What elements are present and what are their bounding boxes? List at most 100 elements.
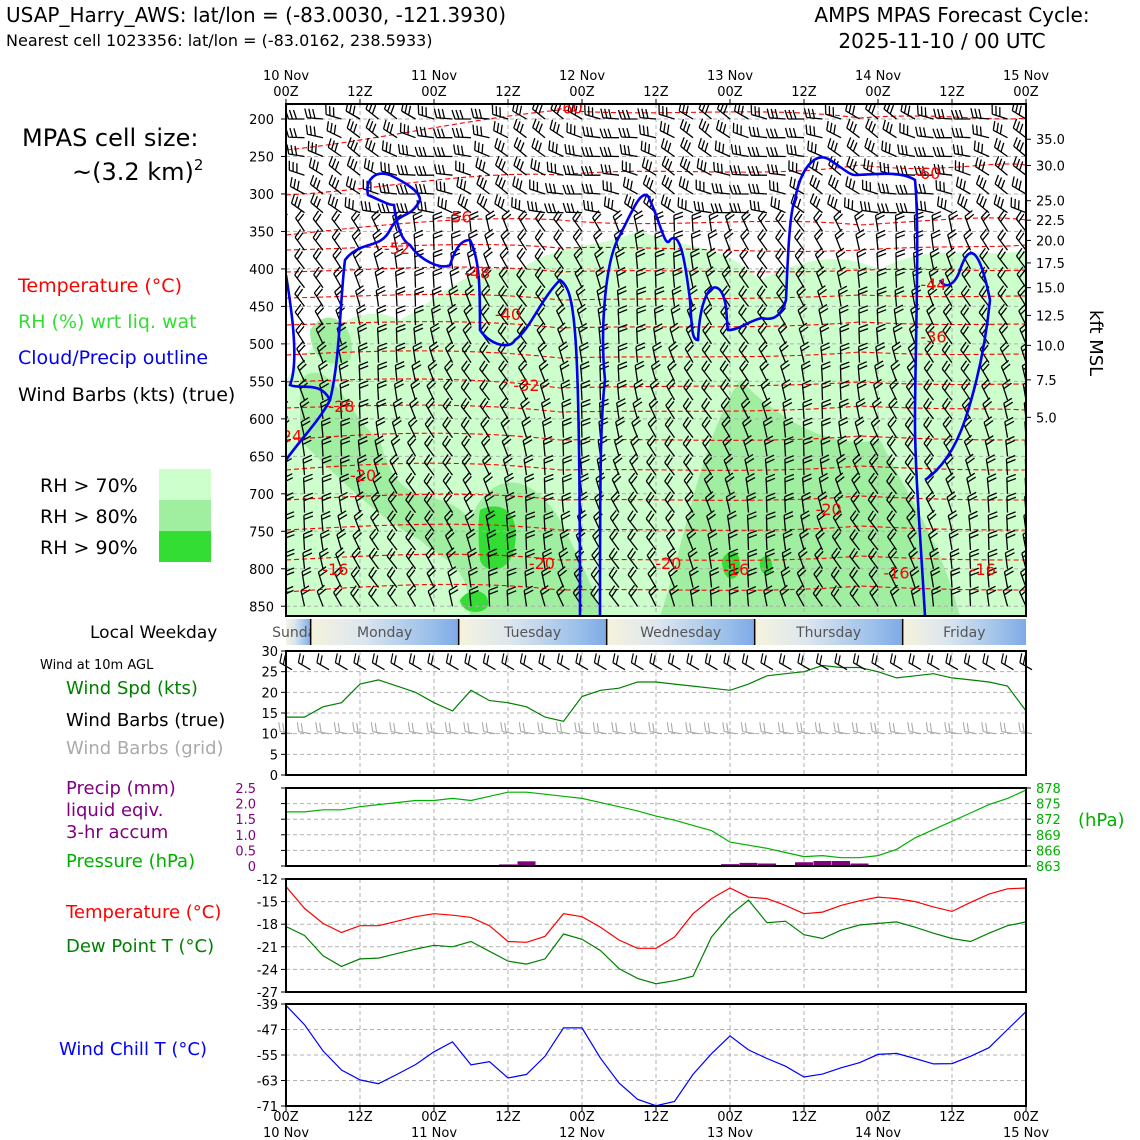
- wind-barb: [617, 342, 628, 363]
- surface-grid-barb: [629, 722, 644, 735]
- wind-barb: [432, 211, 443, 232]
- wind-barb: [852, 453, 862, 476]
- surface-grid-barb: [407, 722, 422, 735]
- wind-barb: [904, 472, 916, 495]
- precip-legend-1: Precip (mm): [66, 778, 176, 799]
- wind-barb: [405, 472, 417, 495]
- wind-barb: [407, 434, 417, 457]
- wind-barb: [756, 266, 768, 289]
- weekday-band: [286, 619, 311, 645]
- wind-barb: [831, 547, 842, 570]
- wind-barb: [739, 360, 750, 382]
- wind-barb: [455, 160, 472, 176]
- wind-barb: [286, 144, 305, 158]
- wind-barb: [297, 359, 307, 382]
- wind-barb: [876, 305, 887, 326]
- wind-barb: [300, 585, 311, 607]
- wind-barb: [375, 285, 386, 307]
- legend-cloud: Cloud/Precip outline: [18, 347, 208, 369]
- wind-barb: [562, 455, 573, 476]
- wind-barb: [516, 285, 528, 307]
- wind-barb: [448, 585, 459, 607]
- wind-barb: [646, 435, 657, 457]
- wind-barb: [999, 341, 1010, 363]
- wind-barb: [779, 584, 790, 607]
- wind-barb: [960, 285, 972, 307]
- wind-barb: [923, 379, 935, 401]
- wind-barb: [758, 341, 768, 363]
- cross-section-panel: -60 -60 -56 -52 -48 -44 -40 -36 -32 -28 -24 -20 -20 -…: [249, 69, 1106, 617]
- wind-barb: [414, 286, 425, 307]
- wind-barb: [475, 157, 490, 176]
- wind-barb: [678, 176, 694, 195]
- wind-barb: [486, 529, 497, 551]
- wind-barb: [961, 266, 972, 289]
- pressure-tick-label: 450: [249, 300, 274, 315]
- panel-y-tick-label: -47: [257, 1024, 278, 1039]
- isotherm-label: -32: [513, 376, 539, 395]
- wind-barb: [286, 324, 287, 326]
- wind-barb: [907, 528, 917, 551]
- wind-barb: [294, 229, 306, 251]
- wind-barb: [905, 491, 916, 513]
- wind-barb: [942, 416, 953, 438]
- wind-barb: [386, 547, 398, 570]
- wind-barb: [968, 510, 979, 532]
- precip-bar: [813, 861, 832, 866]
- wind-barb: [387, 491, 398, 513]
- wind-barb: [865, 118, 879, 139]
- wind-barb: [339, 379, 350, 401]
- wind-barb: [386, 529, 398, 551]
- kft-tick-label: 7.5: [1036, 374, 1057, 389]
- wind-barb: [941, 397, 953, 420]
- wind-barb: [561, 492, 572, 513]
- wind-barb: [701, 360, 713, 382]
- wind-barb: [635, 267, 646, 288]
- wind-barb: [813, 566, 824, 588]
- wind-barb: [820, 342, 831, 363]
- wind-barb: [387, 585, 398, 607]
- panel-y-tick-label: 10: [261, 728, 278, 743]
- wind-barb: [733, 104, 749, 120]
- wind-barb: [524, 548, 535, 569]
- wind-barb: [827, 138, 842, 158]
- wind-barb: [346, 156, 361, 176]
- wind-barb: [843, 197, 860, 214]
- wind-barb: [969, 586, 980, 607]
- surface-grid-barb: [463, 722, 478, 735]
- panel-y-tick-label: -15: [257, 896, 278, 911]
- pressure-unit-label: (hPa): [1078, 810, 1125, 831]
- wind-barb: [320, 510, 331, 532]
- wind-barb: [286, 267, 287, 269]
- wind-barb: [307, 140, 324, 158]
- wind-barb: [807, 140, 823, 158]
- wind-barb: [493, 121, 509, 139]
- wind-barb: [498, 266, 509, 289]
- wind-speed-line: [286, 664, 1027, 722]
- wind-barb: [556, 303, 566, 326]
- wind-barb: [782, 529, 793, 551]
- wind-barb: [983, 416, 994, 438]
- wind-barb: [525, 511, 536, 532]
- wind-barb: [654, 248, 665, 269]
- bottom-date-label: 14 Nov: [855, 1126, 901, 1140]
- surface-grid-barb: [574, 722, 589, 735]
- pressure-tick-label: 800: [249, 563, 274, 578]
- wind-barb: [407, 416, 418, 438]
- wind-barb: [494, 194, 509, 214]
- wind-barb: [623, 194, 638, 214]
- surface-wind-barb: [371, 653, 385, 671]
- wind-barb: [768, 180, 786, 195]
- wind-barb: [975, 174, 990, 195]
- wind-barb: [560, 379, 571, 401]
- isotherm: [286, 493, 1026, 501]
- weekday-name: Monday: [357, 625, 412, 641]
- wind-barb: [813, 228, 824, 251]
- wind-barb: [481, 266, 492, 288]
- surface-grid-barb: [870, 722, 885, 735]
- wind-barb: [690, 248, 700, 269]
- wind-barb: [997, 248, 1009, 270]
- wind-barb: [302, 473, 313, 494]
- wind-barb: [572, 228, 583, 251]
